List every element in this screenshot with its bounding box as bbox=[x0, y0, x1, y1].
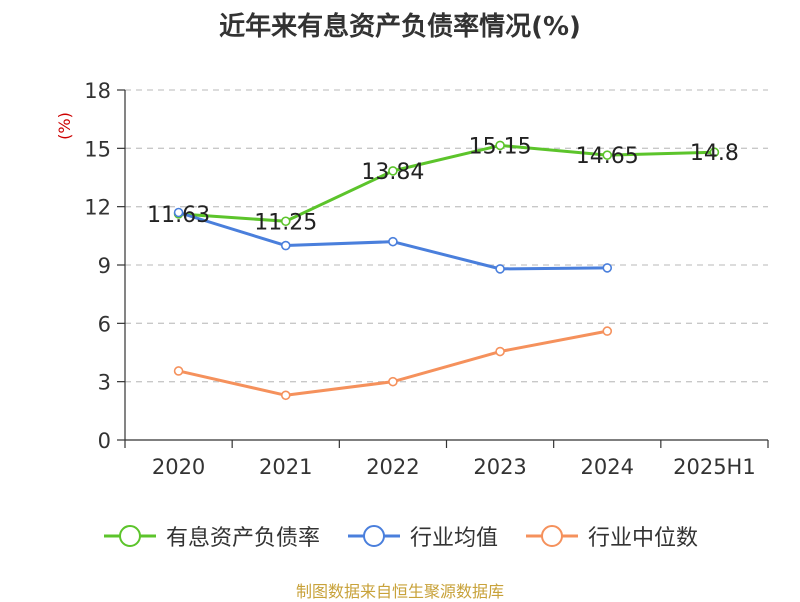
data-label: 14.65 bbox=[576, 144, 639, 169]
x-tick-label: 2024 bbox=[581, 455, 634, 479]
legend: 有息资产负债率 行业均值 行业中位数 bbox=[0, 520, 800, 552]
x-tick-label: 2025H1 bbox=[673, 455, 756, 479]
legend-swatch bbox=[103, 525, 156, 547]
data-point bbox=[602, 263, 613, 273]
data-point bbox=[388, 236, 398, 247]
y-tick-label: 18 bbox=[84, 79, 111, 103]
legend-label: 行业中位数 bbox=[588, 526, 699, 551]
y-axis-label: (%) bbox=[55, 112, 74, 140]
data-point bbox=[602, 326, 613, 336]
source-note: 制图数据来自恒生聚源数据库 bbox=[295, 582, 504, 601]
legend-item: 有息资产负债率 bbox=[102, 520, 320, 552]
legend-label: 有息资产负债率 bbox=[165, 526, 320, 551]
x-tick-label: 2022 bbox=[366, 455, 419, 479]
data-point bbox=[173, 207, 184, 218]
data-point bbox=[602, 150, 613, 160]
x-tick-label: 2023 bbox=[473, 455, 526, 479]
data-point bbox=[495, 346, 505, 357]
data-label: 14.8 bbox=[690, 141, 739, 166]
y-tick-label: 3 bbox=[98, 371, 111, 395]
y-tick-label: 6 bbox=[98, 312, 111, 336]
data-point bbox=[495, 140, 505, 151]
legend-item: 行业中位数 bbox=[524, 520, 698, 552]
chart-title: 近年来有息资产负债率情况(%) bbox=[219, 12, 581, 42]
data-label: 15.15 bbox=[469, 134, 532, 159]
legend-item: 行业均值 bbox=[346, 520, 498, 552]
data-point bbox=[388, 376, 398, 387]
data-label: 11.25 bbox=[254, 210, 317, 235]
data-point bbox=[280, 390, 291, 401]
series-line bbox=[178, 143, 715, 223]
x-tick-label: 2021 bbox=[259, 455, 312, 479]
y-tick-label: 9 bbox=[98, 254, 111, 278]
data-point bbox=[173, 366, 184, 376]
legend-swatch bbox=[347, 525, 400, 547]
data-label: 11.63 bbox=[147, 203, 210, 228]
legend-label: 行业均值 bbox=[409, 526, 498, 551]
data-point bbox=[709, 147, 720, 158]
y-tick-label: 12 bbox=[84, 196, 111, 220]
data-point bbox=[388, 166, 398, 176]
legend-swatch bbox=[526, 525, 578, 547]
data-label: 13.84 bbox=[361, 160, 424, 185]
y-tick-label: 15 bbox=[84, 137, 111, 161]
x-tick-label: 2020 bbox=[152, 455, 205, 479]
y-tick-label: 0 bbox=[98, 429, 111, 453]
data-point bbox=[495, 264, 505, 274]
data-point bbox=[280, 216, 291, 227]
data-point bbox=[280, 240, 291, 251]
